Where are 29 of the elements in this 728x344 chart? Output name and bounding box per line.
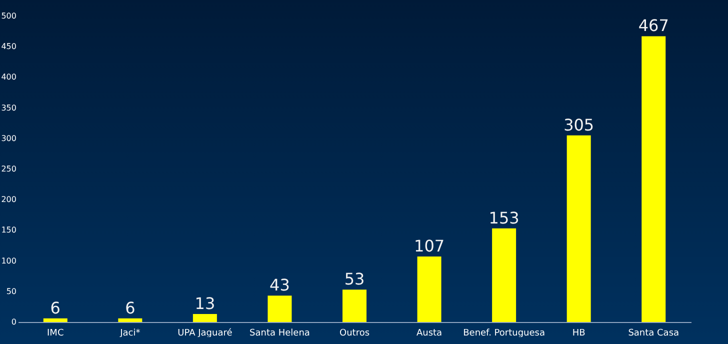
y-tick-label: 500: [1, 12, 16, 20]
x-tick-label: UPA Jaguaré: [178, 328, 233, 338]
x-tick-label: Outros: [339, 328, 370, 338]
data-label: 305: [564, 115, 594, 134]
y-tick-label: 450: [1, 42, 16, 52]
y-tick-label: 150: [1, 226, 16, 235]
x-tick-label: HB: [572, 328, 586, 338]
x-tick-label: IMC: [47, 328, 64, 338]
data-label: 107: [414, 236, 445, 256]
data-label: 53: [344, 270, 365, 289]
data-label: 467: [638, 16, 669, 36]
y-tick-label: 100: [1, 256, 16, 266]
y-tick-label: 300: [1, 134, 16, 143]
y-tick-label: 200: [1, 195, 16, 204]
x-tick-label: Benef. Portuguesa: [463, 328, 546, 338]
y-tick-label: 400: [1, 72, 16, 82]
data-label: 6: [50, 298, 60, 318]
y-tick-label: 0: [11, 318, 16, 326]
x-tick-label: Jaci*: [119, 328, 141, 338]
y-tick-label: 350: [1, 103, 16, 112]
y-tick-label: 50: [6, 286, 16, 296]
x-tick-label: Santa Casa: [628, 328, 680, 338]
data-label: 6: [125, 298, 136, 318]
data-label: 13: [194, 294, 216, 314]
y-tick-label: 250: [1, 164, 16, 174]
x-tick-label: Santa Helena: [250, 328, 310, 338]
x-tick-label: Austa: [416, 328, 442, 338]
data-label: 43: [270, 276, 290, 295]
data-label: 153: [488, 208, 520, 228]
